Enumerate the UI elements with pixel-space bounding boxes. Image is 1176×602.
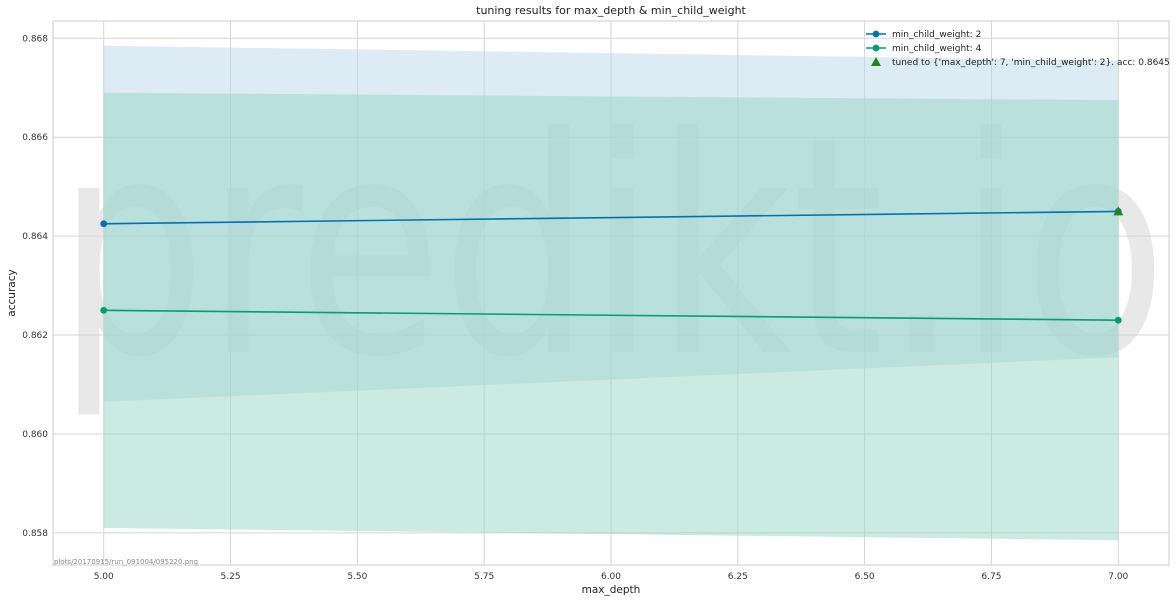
legend-label: min_child_weight: 2 [892, 30, 981, 40]
legend-swatch-point [872, 44, 880, 52]
chart-title: tuning results for max_depth & min_child… [476, 4, 746, 17]
confidence-band [103, 92, 1119, 541]
x-tick-label: 5.75 [474, 572, 494, 582]
confidence-bands [103, 45, 1119, 541]
series-lines [100, 206, 1124, 324]
y-tick-label: 0.866 [22, 133, 48, 143]
series-line [103, 309, 1119, 321]
data-point [100, 220, 108, 228]
y-tick-label: 0.864 [22, 232, 48, 242]
x-tick-label: 7.00 [1108, 572, 1128, 582]
x-tick-label: 6.00 [601, 572, 621, 582]
x-tick-label: 6.75 [981, 572, 1001, 582]
plot-frame [52, 20, 1170, 566]
legend-swatch-triangle [871, 57, 881, 66]
y-tick-label: 0.862 [22, 331, 48, 341]
x-tick-label: 5.00 [94, 572, 114, 582]
x-tick-label: 5.50 [347, 572, 367, 582]
data-point [1114, 316, 1122, 324]
legend-label: min_child_weight: 4 [892, 44, 982, 54]
y-axis-label: accuracy [6, 269, 18, 316]
y-tick-label: 0.860 [22, 430, 48, 440]
data-point [100, 306, 108, 314]
legend-label: tuned to {'max_depth': 7, 'min_child_wei… [892, 58, 1170, 68]
footnote-path: plots/20170915/run_091004/095220.png [54, 558, 198, 566]
x-axis-ticks: 5.00 5.25 5.50 5.75 6.00 6.25 6.50 6.75 7.00 [94, 572, 1129, 582]
series-line [103, 210, 1119, 225]
y-axis-ticks: 0.858 0.860 0.862 0.864 0.866 0.868 [22, 34, 48, 539]
x-tick-label: 6.25 [728, 572, 748, 582]
x-tick-label: 6.50 [855, 572, 875, 582]
legend: min_child_weight: 2 min_child_weight: 4 tu… [866, 30, 1170, 68]
x-axis-label: max_depth [582, 584, 641, 596]
legend-swatch-point [872, 30, 880, 38]
x-tick-label: 5.25 [221, 572, 241, 582]
y-tick-label: 0.858 [22, 529, 48, 539]
best-marker-triangle [1113, 206, 1124, 216]
y-tick-label: 0.868 [22, 34, 48, 44]
